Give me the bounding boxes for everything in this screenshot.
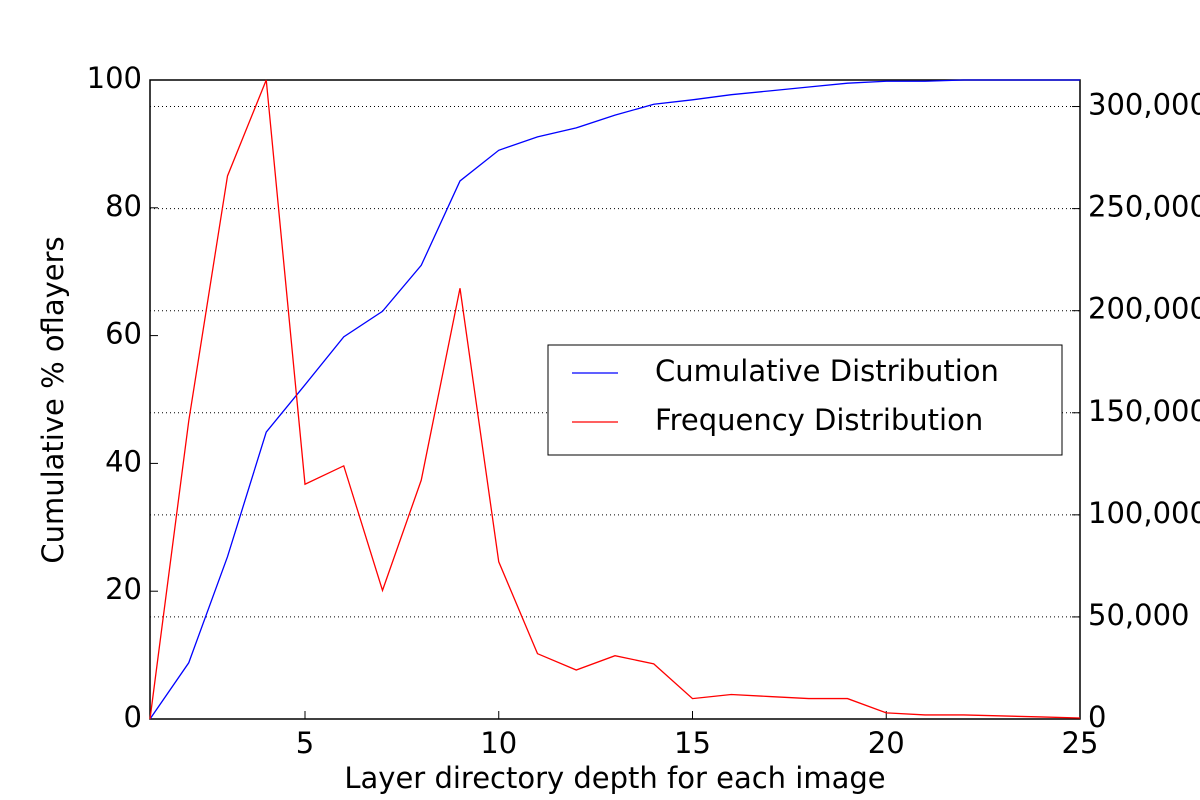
series-line bbox=[149, 79, 1080, 720]
y2-tick-label: 300,000 bbox=[1088, 88, 1200, 122]
legend-box bbox=[547, 344, 1063, 456]
y-tick-label: 20 bbox=[105, 572, 142, 606]
y-tick-label: 0 bbox=[124, 700, 142, 734]
x-axis-label: Layer directory depth for each image bbox=[344, 761, 885, 795]
x-tick-label: 10 bbox=[480, 726, 517, 760]
x-tick-label: 25 bbox=[1062, 726, 1099, 760]
series-line bbox=[149, 79, 1081, 720]
y2-tick-label: 0 bbox=[1088, 700, 1106, 734]
y-tick-label: 60 bbox=[105, 317, 142, 351]
y2-tick-label: 200,000 bbox=[1088, 292, 1200, 326]
y2-tick-label: 50,000 bbox=[1088, 598, 1189, 632]
x-tick-label: 20 bbox=[868, 726, 905, 760]
y2-tick-label: 150,000 bbox=[1088, 394, 1200, 428]
legend-label: Frequency Distribution bbox=[655, 403, 983, 437]
y2-tick-label: 100,000 bbox=[1088, 496, 1200, 530]
legend-label: Cumulative Distribution bbox=[655, 354, 999, 388]
y2-tick-label: 250,000 bbox=[1088, 190, 1200, 224]
y-tick-label: 100 bbox=[87, 61, 142, 95]
y-axis-label: Cumulative % oflayers bbox=[36, 236, 70, 563]
y-tick-label: 80 bbox=[105, 189, 142, 223]
x-tick-label: 15 bbox=[674, 726, 711, 760]
y-tick-label: 40 bbox=[105, 444, 142, 478]
x-tick-label: 5 bbox=[296, 726, 314, 760]
